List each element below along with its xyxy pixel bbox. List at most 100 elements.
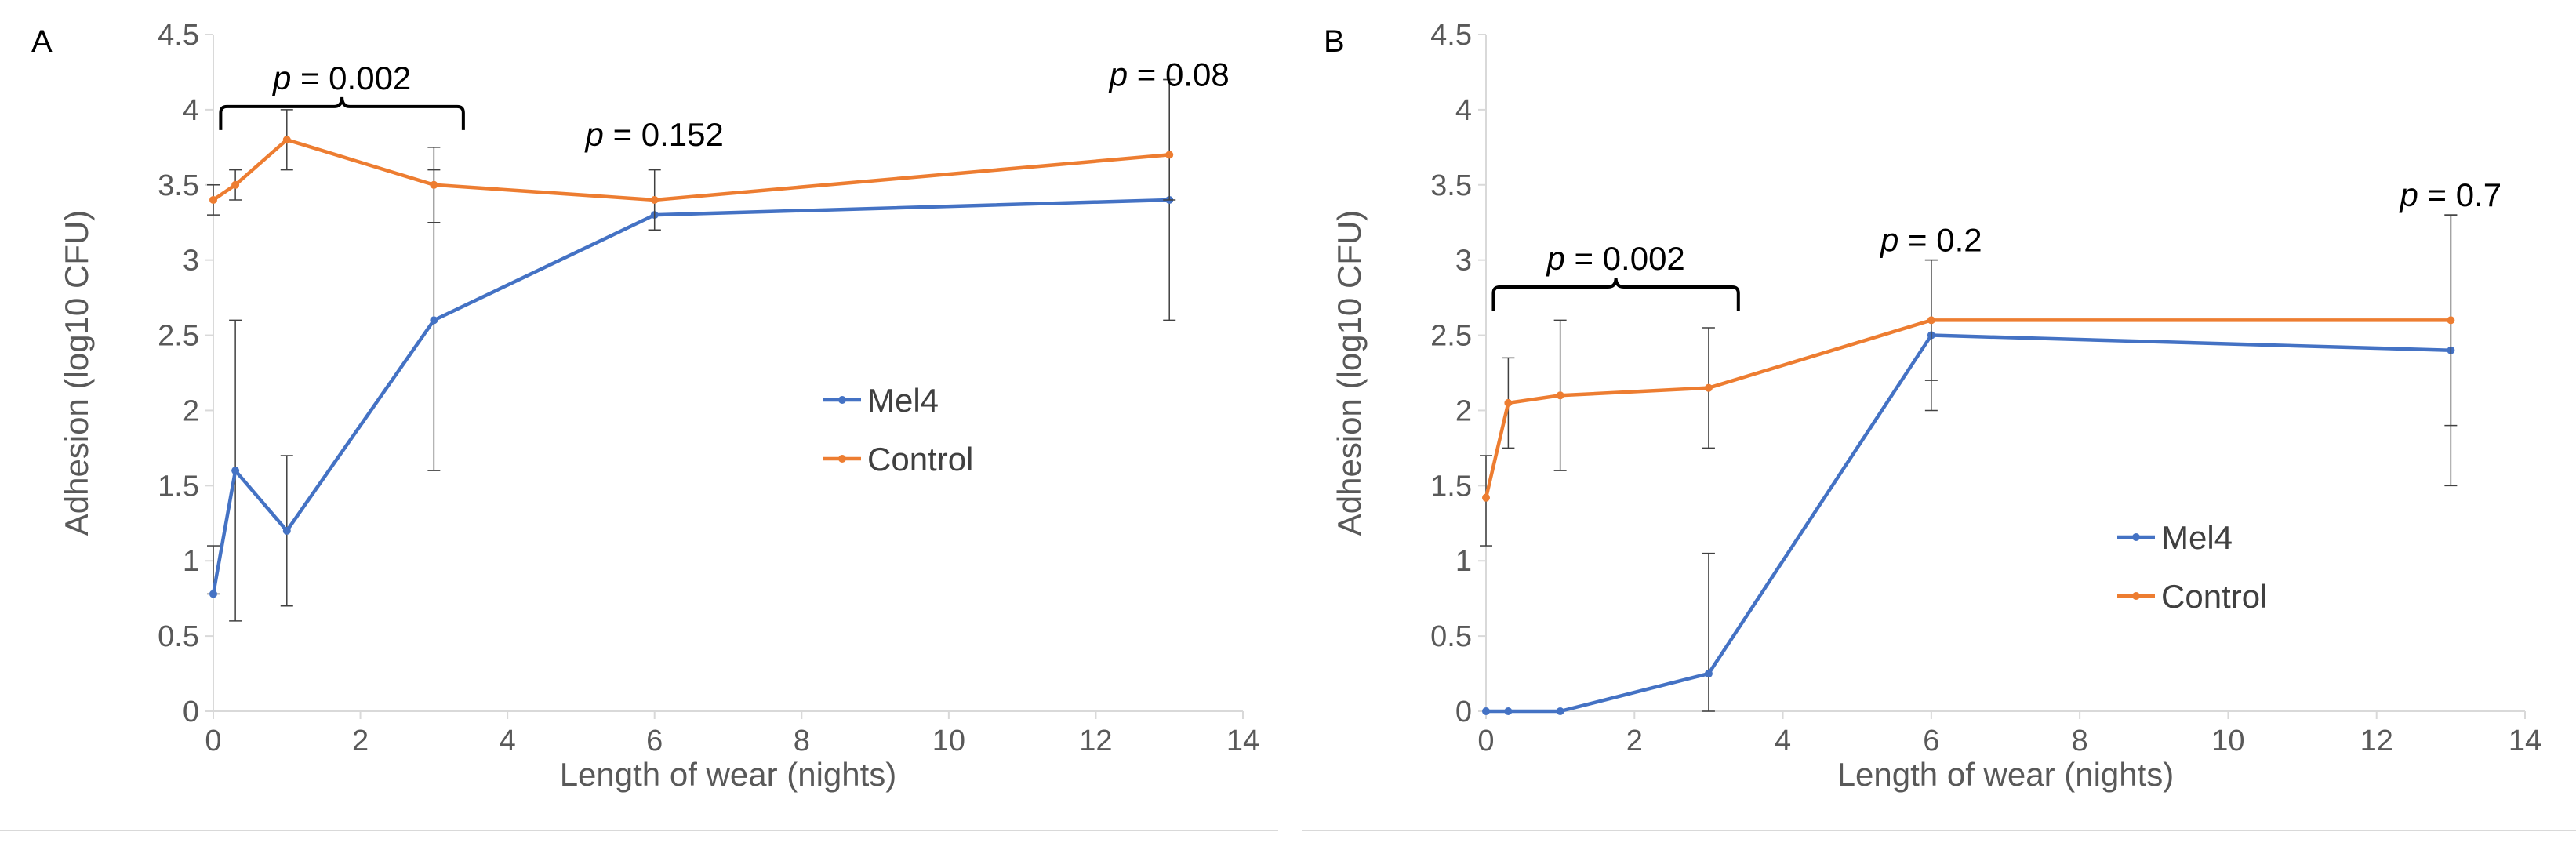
- p-value-text: = 0.002: [291, 60, 411, 96]
- data-point: [1482, 493, 1490, 502]
- legend-label: Control: [867, 441, 973, 478]
- chart-panel-a: A 0 0.5 1 1.5 2 2.5 3 3.5 4 4.5 0 2 4 6 8 10 12 14 Length o…: [0, 0, 1278, 831]
- x-tick-label: 4: [1775, 725, 1791, 757]
- data-point: [1704, 383, 1713, 392]
- data-point: [430, 180, 438, 189]
- data-point: [1556, 391, 1564, 400]
- significance-bracket: [1491, 277, 1740, 311]
- x-tick-label: 14: [1226, 725, 1259, 757]
- significance-bracket: [219, 96, 465, 130]
- x-tick-label: 4: [500, 725, 516, 757]
- chart-b-svg: B 0 0.5 1 1.5 2 2.5 3 3.5 4 4.5 0 2 4 6 8 10 12 14 Length o…: [1324, 19, 2541, 793]
- p-symbol: p: [584, 116, 604, 153]
- series-line: [1484, 318, 2451, 499]
- x-tick-label: 2: [352, 725, 369, 757]
- y-tick-label: 4.5: [1430, 19, 1472, 52]
- p-symbol: p: [2399, 176, 2418, 213]
- x-tick-label: 6: [646, 725, 663, 757]
- legend-swatch-marker: [2132, 533, 2140, 541]
- y-tick-label: 2.5: [1430, 320, 1472, 353]
- panel-b-bottom-rule: [1302, 830, 2576, 831]
- y-axis-title: Adhesion (log10 CFU): [58, 210, 95, 536]
- series-control: [1480, 214, 2458, 547]
- y-tick-label: 1.5: [158, 470, 199, 503]
- legend-label: Control: [2161, 578, 2267, 615]
- p-value-text: = 0.08: [1128, 56, 1230, 93]
- panel-label: B: [1324, 24, 1345, 59]
- data-point: [1165, 151, 1174, 159]
- y-tick-label: 0: [1455, 696, 1472, 728]
- panel-label: A: [31, 24, 53, 59]
- panel-a-bottom-rule: [0, 830, 1278, 831]
- data-point: [2447, 316, 2455, 325]
- x-axis-title: Length of wear (nights): [1837, 756, 2175, 793]
- legend-swatch-marker: [838, 396, 846, 404]
- data-point: [282, 526, 291, 535]
- y-tick-label: 2.5: [158, 320, 199, 353]
- y-tick-label: 1.5: [1430, 470, 1472, 503]
- data-point: [209, 590, 217, 598]
- data-point: [1704, 670, 1713, 678]
- p-value-text: = 0.002: [1565, 240, 1685, 277]
- x-tick-label: 0: [1477, 725, 1494, 757]
- y-axis-title: Adhesion (log10 CFU): [1331, 210, 1368, 536]
- y-tick-label: 0.5: [158, 620, 199, 653]
- series-mel4: [1482, 214, 2458, 715]
- y-tick-label: 2: [183, 394, 199, 427]
- y-tick-label: 0.5: [1430, 620, 1472, 653]
- y-tick-label: 0: [183, 696, 199, 728]
- series-line: [211, 198, 1170, 594]
- legend-label: Mel4: [867, 382, 939, 419]
- x-tick-label: 8: [2072, 725, 2088, 757]
- data-point: [209, 195, 217, 204]
- y-tick-label: 2: [1455, 394, 1472, 427]
- series-line: [212, 137, 1170, 202]
- data-point: [1482, 707, 1490, 715]
- chart-panel-b: B 0 0.5 1 1.5 2 2.5 3 3.5 4 4.5 0 2 4 6 8 10 12 14 Length o…: [1302, 0, 2576, 831]
- y-tick-label: 1: [1455, 545, 1472, 578]
- p-symbol: p: [271, 60, 291, 96]
- y-tick-label: 3.5: [1430, 169, 1472, 202]
- data-point: [650, 195, 659, 204]
- p-symbol: p: [1108, 56, 1128, 93]
- y-tick-label: 4: [1455, 94, 1472, 127]
- data-point: [231, 467, 240, 475]
- x-tick-label: 10: [2211, 725, 2244, 757]
- p-value-annotation: p = 0.2: [1879, 221, 1982, 258]
- data-point: [1927, 316, 1935, 325]
- y-tick-label: 3.5: [158, 169, 199, 202]
- data-point: [1504, 398, 1513, 407]
- chart-a-svg: A 0 0.5 1 1.5 2 2.5 3 3.5 4 4.5 0 2 4 6 8 10 12 14 Length o…: [31, 19, 1259, 793]
- data-point: [430, 316, 438, 325]
- legend-swatch-marker: [2132, 592, 2140, 600]
- p-value-text: = 0.152: [604, 116, 724, 153]
- data-point: [1504, 707, 1513, 715]
- p-symbol: p: [1879, 221, 1898, 258]
- p-value-annotation: p = 0.002: [271, 60, 411, 96]
- y-tick-label: 4: [183, 94, 199, 127]
- data-point: [231, 180, 240, 189]
- p-value-text: = 0.7: [2418, 176, 2502, 213]
- p-value-annotation: p = 0.08: [1108, 56, 1230, 93]
- y-tick-label: 3: [1455, 245, 1472, 278]
- series-control: [207, 78, 1176, 231]
- x-tick-label: 6: [1923, 725, 1939, 757]
- x-tick-label: 0: [205, 725, 221, 757]
- data-point: [1556, 707, 1564, 715]
- x-tick-label: 8: [794, 725, 810, 757]
- y-tick-label: 4.5: [158, 19, 199, 52]
- p-symbol: p: [1545, 240, 1564, 277]
- x-tick-label: 12: [1079, 725, 1112, 757]
- x-tick-label: 12: [2360, 725, 2393, 757]
- legend-swatch-marker: [838, 455, 846, 463]
- x-tick-label: 2: [1626, 725, 1643, 757]
- y-tick-label: 1: [183, 545, 199, 578]
- p-value-annotation: p = 0.002: [1545, 240, 1684, 277]
- legend-label: Mel4: [2161, 519, 2233, 556]
- p-value-annotation: p = 0.7: [2399, 176, 2502, 213]
- x-tick-label: 10: [932, 725, 965, 757]
- p-value-text: = 0.2: [1898, 221, 1982, 258]
- p-value-annotation: p = 0.152: [584, 116, 724, 153]
- y-tick-label: 3: [183, 245, 199, 278]
- x-tick-label: 14: [2509, 725, 2541, 757]
